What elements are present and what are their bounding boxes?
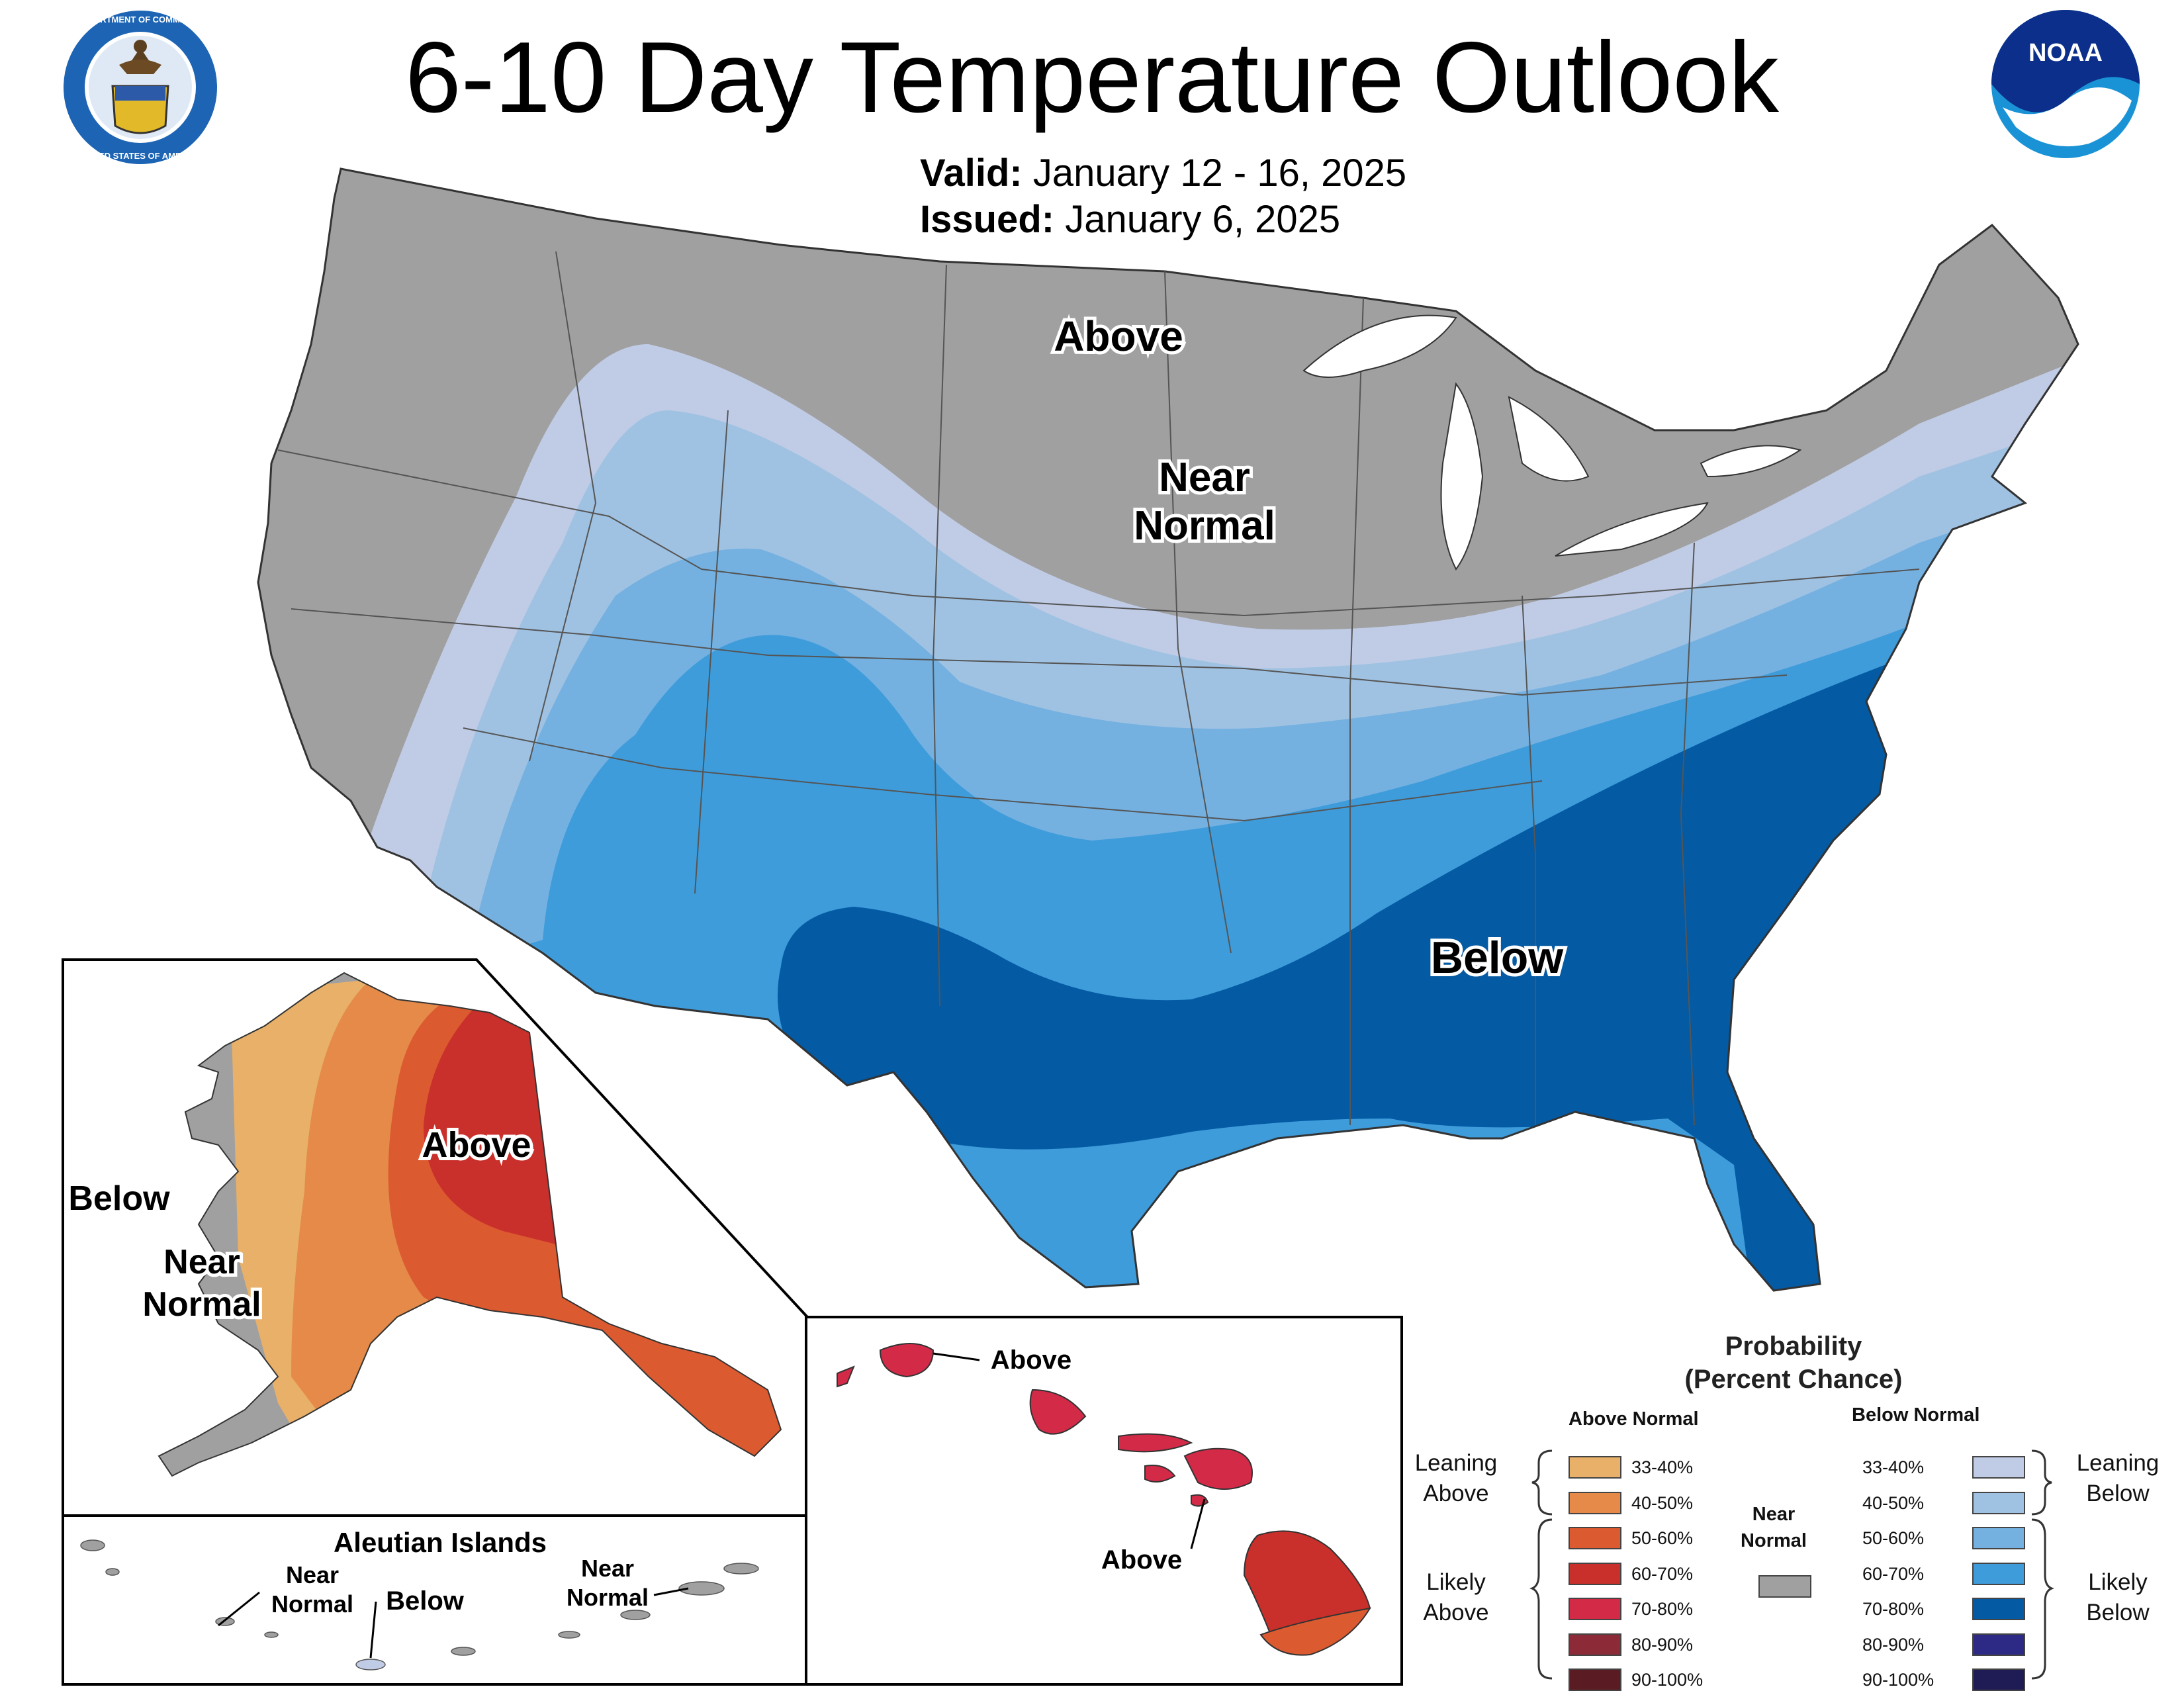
legend-likely-below: Likely Below	[2065, 1567, 2171, 1628]
legend-above-range-label: 90-100%	[1631, 1670, 1704, 1690]
legend-near-normal-swatch	[1758, 1575, 1811, 1598]
legend-leaning-below: Leaning Below	[2065, 1448, 2171, 1509]
legend-above-range-label: 40-50%	[1631, 1492, 1694, 1513]
legend-below-range-label: 33-40%	[1862, 1457, 1925, 1477]
valid-label: Valid:	[920, 152, 1023, 195]
legend-above-range-label: 70-80%	[1631, 1599, 1694, 1619]
hawaii-above-label-top: Above	[991, 1346, 1071, 1375]
legend-braces	[1529, 1449, 2055, 1680]
legend-below-swatch	[1972, 1562, 2025, 1585]
legend-title-1: Probability	[1725, 1332, 1862, 1361]
legend-likely-above-line1: Likely	[1426, 1569, 1486, 1595]
hawaii-inset	[805, 1316, 1403, 1686]
legend-below-swatch	[1972, 1491, 2025, 1514]
legend-below-range-label: 90-100%	[1862, 1670, 1934, 1690]
conus-outline	[257, 167, 2079, 1292]
legend-leaning-above: Leaning Above	[1406, 1448, 1506, 1509]
legend-above-range-label: 60-70%	[1631, 1563, 1694, 1584]
conus-near-label-1: Near	[1159, 455, 1250, 500]
legend-near-normal-line2: Normal	[1741, 1530, 1807, 1551]
legend-leaning-below-line1: Leaning	[2076, 1450, 2160, 1476]
legend-above-swatch	[1569, 1527, 1621, 1549]
alaska-near-label-2: Normal	[142, 1285, 261, 1324]
legend-below-swatch	[1972, 1668, 2025, 1691]
alaska-below-label: Below	[68, 1179, 170, 1218]
aleutian-near-left-2: Normal	[271, 1590, 353, 1618]
conus-below-label: Below	[1431, 933, 1564, 983]
great-lakes	[1302, 314, 1802, 571]
conus-near-label-2: Normal	[1134, 503, 1275, 549]
state-boundaries	[277, 251, 1920, 1126]
legend-above-swatch	[1569, 1562, 1621, 1585]
aleutian-below-label: Below	[386, 1586, 465, 1616]
page-title: 6-10 Day Temperature Outlook	[405, 21, 1779, 134]
department-of-commerce-seal-icon: DEPARTMENT OF COMMERCE UNITED STATES OF …	[64, 11, 217, 164]
hawaii-above-label-bottom: Above	[1101, 1545, 1182, 1575]
legend-likely-below-line1: Likely	[2088, 1569, 2148, 1595]
legend-likely-above-line2: Above	[1423, 1600, 1489, 1625]
legend-near-normal-line1: Near	[1752, 1504, 1796, 1525]
legend-below-swatch	[1972, 1456, 2025, 1479]
legend-above-range-label: 80-90%	[1631, 1634, 1694, 1655]
brace-likely-above	[1529, 1518, 1553, 1680]
legend-above-range-label: 33-40%	[1631, 1457, 1694, 1477]
aleutian-near-right-1: Near	[581, 1555, 634, 1582]
legend-below-range-label: 70-80%	[1862, 1599, 1925, 1619]
legend-below-range-label: 40-50%	[1862, 1492, 1925, 1513]
brace-leaning-below	[2031, 1449, 2052, 1516]
legend-likely-above: Likely Above	[1406, 1567, 1506, 1628]
legend-leaning-above-line1: Leaning	[1414, 1450, 1498, 1476]
issued-date: Issued: January 6, 2025	[920, 197, 1340, 242]
legend-above-swatch	[1569, 1598, 1621, 1620]
noaa-logo-icon: NOAA	[1991, 10, 2140, 158]
brace-leaning-above	[1531, 1449, 1553, 1516]
legend-below-range-label: 80-90%	[1862, 1634, 1925, 1655]
legend-below-range-label: 60-70%	[1862, 1563, 1925, 1584]
legend-above-swatch	[1569, 1668, 1621, 1691]
legend-leaning-below-line2: Below	[2086, 1481, 2150, 1506]
legend-below-swatch	[1972, 1633, 2025, 1656]
legend-near-normal: Near Normal	[1734, 1501, 1813, 1554]
legend-above-range-label: 50-60%	[1631, 1528, 1694, 1548]
aleutian-title: Aleutian Islands	[334, 1527, 547, 1558]
conus-above-label: Above	[1054, 312, 1183, 360]
valid-value: January 12 - 16, 2025	[1032, 152, 1407, 195]
aleutian-near-left-1: Near	[286, 1561, 339, 1588]
svg-text:NOAA: NOAA	[2028, 39, 2103, 67]
probability-legend: Probability (Percent Chance) Above Norma…	[1403, 1317, 2177, 1691]
aleutian-near-right-2: Normal	[567, 1584, 649, 1611]
legend-above-swatch	[1569, 1491, 1621, 1514]
legend-above-swatch	[1569, 1456, 1621, 1479]
legend-title-2: (Percent Chance)	[1684, 1365, 1903, 1394]
aleutian-islands	[80, 1539, 759, 1670]
legend-below-header: Below Normal	[1852, 1404, 1980, 1426]
legend-below-range-label: 50-60%	[1862, 1528, 1925, 1548]
legend-above-swatch	[1569, 1633, 1621, 1656]
svg-text:UNITED STATES OF AMERICA: UNITED STATES OF AMERICA	[79, 151, 203, 161]
legend-leaning-above-line2: Above	[1423, 1481, 1489, 1506]
legend-below-swatch	[1972, 1527, 2025, 1549]
valid-dates: Valid: January 12 - 16, 2025	[920, 151, 1406, 195]
aleutian-leader-lines	[218, 1587, 689, 1659]
issued-value: January 6, 2025	[1065, 198, 1341, 241]
legend-below-swatch	[1972, 1598, 2025, 1620]
legend-above-header: Above Normal	[1569, 1408, 1699, 1430]
legend-likely-below-line2: Below	[2086, 1600, 2150, 1625]
brace-likely-below	[2031, 1518, 2055, 1680]
alaska-above-label: Above	[422, 1125, 531, 1165]
issued-label: Issued:	[920, 198, 1055, 241]
alaska-near-label-1: Near	[163, 1243, 240, 1281]
svg-text:DEPARTMENT OF COMMERCE: DEPARTMENT OF COMMERCE	[77, 15, 204, 24]
